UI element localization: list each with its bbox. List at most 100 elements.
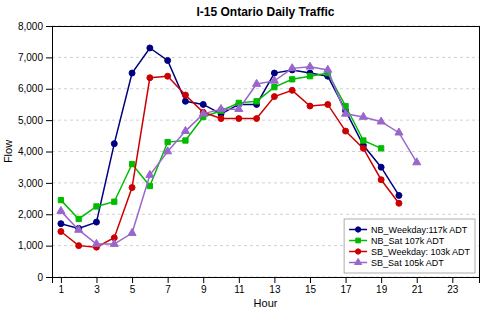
x-tick: 15 <box>305 277 317 295</box>
legend-label: NB_Weekday:117k ADT <box>371 225 468 235</box>
series <box>58 45 402 231</box>
point <box>93 219 99 225</box>
series <box>58 70 384 221</box>
x-tick: 21 <box>412 277 424 295</box>
y-tick: 2,000 <box>18 209 52 220</box>
grid <box>52 26 479 277</box>
x-tick-label: 19 <box>376 284 388 295</box>
point <box>271 94 277 100</box>
x-tick-label: 13 <box>269 284 281 295</box>
series-line <box>61 67 417 244</box>
y-tick-label: 8,000 <box>18 21 43 32</box>
point <box>271 70 277 76</box>
y-tick-label: 1,000 <box>18 240 43 251</box>
x-tick-mark <box>203 277 204 283</box>
y-tick-label: 3,000 <box>18 178 43 189</box>
series-line <box>61 48 399 228</box>
y-tick-mark <box>46 152 52 153</box>
x-tick-label: 15 <box>305 284 317 295</box>
point <box>94 204 99 209</box>
point <box>112 199 117 204</box>
point <box>58 221 64 227</box>
y-tick: 4,000 <box>18 146 52 157</box>
y-tick-label: 7,000 <box>18 52 43 63</box>
point <box>342 109 350 116</box>
y-tick-mark <box>46 89 52 90</box>
x-tick-label: 3 <box>94 284 100 295</box>
point <box>272 85 277 90</box>
x-tick-label: 17 <box>341 284 353 295</box>
x-tick: 19 <box>376 277 388 295</box>
point <box>324 65 332 72</box>
y-tick-mark <box>46 57 52 58</box>
point <box>200 101 206 107</box>
grid-line <box>52 151 479 152</box>
point <box>58 229 64 235</box>
grid-line <box>52 57 479 58</box>
point <box>253 79 261 86</box>
legend-label: SB_Sat 105k ADT <box>371 258 444 268</box>
x-tick-mark <box>346 277 347 283</box>
x-tick-label: 11 <box>234 284 245 295</box>
y-tick: 5,000 <box>18 115 52 126</box>
x-tick: 3 <box>94 277 100 295</box>
point <box>343 128 349 134</box>
point <box>165 73 171 79</box>
grid-line <box>52 120 479 121</box>
x-tick-mark <box>61 277 62 283</box>
y-tick-mark <box>46 214 52 215</box>
point <box>57 206 65 213</box>
legend: NB_Weekday:117k ADTNB_Sat 107k ADTSB_Wee… <box>344 219 475 273</box>
x-tick-mark <box>381 277 382 283</box>
legend-item: SB_Sat 105k ADT <box>349 258 444 268</box>
point <box>307 103 313 109</box>
point <box>129 70 135 76</box>
point <box>290 77 295 82</box>
x-axis-line <box>53 278 480 284</box>
y-tick-label: 6,000 <box>18 83 43 94</box>
point <box>218 116 224 122</box>
x-tick-mark <box>96 277 97 283</box>
point <box>378 146 383 151</box>
y-tick: 1,000 <box>18 240 52 251</box>
x-tick-mark <box>274 277 275 283</box>
point <box>76 216 81 221</box>
point <box>396 200 402 206</box>
x-axis-title: Hour <box>254 297 278 309</box>
x-tick-mark <box>168 277 169 283</box>
legend-item: SB_Weekday: 103k ADT <box>349 247 470 257</box>
legend-frame <box>344 219 475 273</box>
y-tick-mark <box>46 246 52 247</box>
point <box>359 112 367 119</box>
point <box>182 98 188 104</box>
point <box>164 147 172 154</box>
point <box>165 58 171 64</box>
x-tick: 17 <box>341 277 353 295</box>
point <box>413 158 421 165</box>
point <box>76 243 82 249</box>
x-tick-mark <box>310 277 311 283</box>
x-tick-label: 1 <box>59 284 65 295</box>
point <box>325 101 331 107</box>
chart-container: 135791113151719212301,0002,0003,0004,000… <box>0 0 491 313</box>
x-tick-label: 7 <box>165 284 171 295</box>
legend-label: SB_Weekday: 103k ADT <box>371 247 470 257</box>
x-tick: 23 <box>447 277 459 295</box>
point <box>111 141 117 147</box>
point <box>288 64 296 71</box>
y-tick: 6,000 <box>18 83 52 94</box>
x-tick-label: 5 <box>130 284 136 295</box>
plot-frame <box>52 26 479 277</box>
x-tick: 11 <box>234 277 245 295</box>
chart-title: I-15 Ontario Daily Traffic <box>196 5 334 19</box>
x-tick-label: 9 <box>201 284 207 295</box>
x-tick: 1 <box>59 277 65 295</box>
plot-root: 135791113151719212301,0002,0003,0004,000… <box>18 21 480 295</box>
y-tick: 3,000 <box>18 178 52 189</box>
y-tick-mark <box>46 120 52 121</box>
legend-item: NB_Weekday:117k ADT <box>349 225 468 235</box>
x-tick-mark <box>132 277 133 283</box>
point <box>395 128 403 135</box>
legend-swatch-marker <box>355 249 360 254</box>
x-tick: 9 <box>201 277 207 295</box>
